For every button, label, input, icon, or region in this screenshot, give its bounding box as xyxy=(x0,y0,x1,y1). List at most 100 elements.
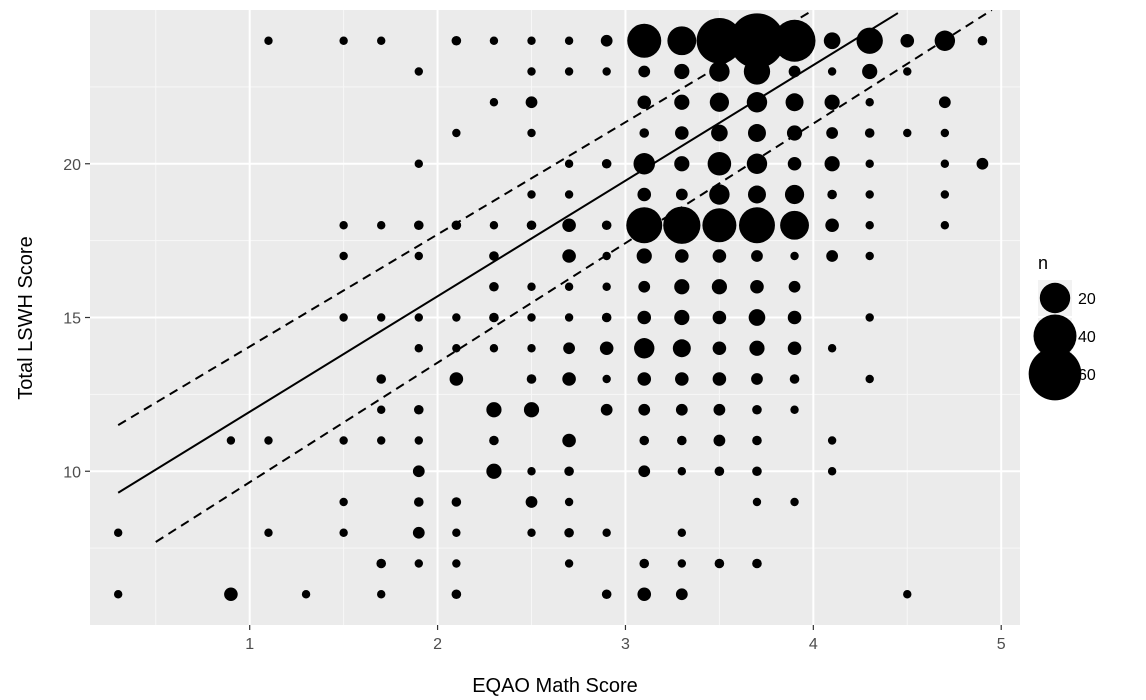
data-point xyxy=(637,587,652,602)
data-point xyxy=(675,249,689,263)
data-point xyxy=(672,339,691,358)
data-point xyxy=(785,93,804,112)
legend-symbol xyxy=(1039,282,1071,314)
data-point xyxy=(562,249,576,263)
data-point xyxy=(780,210,809,240)
data-points xyxy=(113,13,989,602)
data-point xyxy=(729,13,785,69)
fit-line xyxy=(117,12,899,494)
data-point xyxy=(564,190,574,199)
data-point xyxy=(377,436,386,445)
data-point xyxy=(748,309,766,326)
data-point xyxy=(865,251,874,261)
data-point xyxy=(564,313,574,322)
data-point xyxy=(489,251,499,261)
data-point xyxy=(602,528,611,537)
lower-band-line xyxy=(155,10,993,543)
data-point xyxy=(752,466,762,477)
data-point xyxy=(451,497,462,507)
data-point xyxy=(377,221,386,230)
x-axis-ticks: 1 2 3 4 5 xyxy=(245,625,1006,653)
data-point xyxy=(564,282,574,291)
data-point xyxy=(264,436,273,445)
legend-label: 40 xyxy=(1078,329,1096,346)
data-point xyxy=(712,249,727,263)
data-point xyxy=(752,404,762,415)
data-point xyxy=(413,497,424,507)
data-point xyxy=(714,558,725,569)
data-point xyxy=(564,36,574,45)
data-point xyxy=(113,590,123,599)
data-point xyxy=(903,590,912,599)
data-point xyxy=(712,341,727,356)
data-point xyxy=(746,153,768,174)
data-point xyxy=(865,313,874,322)
data-point xyxy=(751,373,763,385)
data-point xyxy=(827,344,837,353)
x-tick-label: 2 xyxy=(433,636,442,653)
data-point xyxy=(865,190,874,199)
data-point xyxy=(339,436,348,445)
data-point xyxy=(634,338,655,359)
data-point xyxy=(339,251,348,261)
data-point xyxy=(489,312,499,323)
data-point xyxy=(414,159,423,168)
data-point xyxy=(527,282,536,291)
data-point xyxy=(633,152,655,175)
data-point xyxy=(827,467,837,476)
data-point xyxy=(738,207,775,244)
data-point xyxy=(452,128,461,138)
data-point xyxy=(489,435,499,446)
data-point xyxy=(414,67,423,76)
data-point xyxy=(743,58,771,85)
data-point xyxy=(451,35,462,46)
data-point xyxy=(674,279,690,295)
data-point xyxy=(752,435,762,446)
data-point xyxy=(752,497,762,507)
data-point xyxy=(564,527,574,538)
data-point xyxy=(707,151,732,176)
data-point xyxy=(677,467,687,476)
y-axis-ticks: 10 15 20 xyxy=(63,157,90,481)
data-point xyxy=(526,220,537,231)
data-point xyxy=(412,526,425,539)
data-point xyxy=(626,207,663,244)
data-point xyxy=(377,590,386,599)
data-point xyxy=(903,128,912,138)
data-point xyxy=(377,313,386,322)
x-tick-label: 4 xyxy=(809,636,818,653)
data-point xyxy=(638,465,651,478)
data-point xyxy=(486,463,502,479)
data-point xyxy=(264,36,273,45)
data-point xyxy=(827,67,837,76)
data-point xyxy=(827,436,837,445)
data-point xyxy=(339,313,348,322)
data-point xyxy=(564,466,574,477)
data-point xyxy=(940,159,950,168)
data-point xyxy=(376,558,387,569)
data-point xyxy=(639,435,650,446)
data-point xyxy=(602,282,611,291)
data-point xyxy=(638,280,651,293)
data-point xyxy=(750,279,764,294)
data-point xyxy=(788,280,801,293)
data-point xyxy=(489,36,499,45)
data-point xyxy=(940,221,950,230)
data-point xyxy=(749,340,765,356)
legend-symbol xyxy=(1033,314,1077,358)
data-point xyxy=(301,590,311,599)
data-point xyxy=(525,96,538,109)
data-point xyxy=(747,185,766,204)
data-point xyxy=(413,404,424,415)
data-point xyxy=(264,528,273,537)
data-point xyxy=(865,374,874,384)
data-point xyxy=(527,528,536,537)
data-point xyxy=(414,344,423,353)
data-point xyxy=(414,251,423,261)
data-point xyxy=(674,156,690,172)
data-point xyxy=(787,156,802,171)
data-point xyxy=(527,67,536,76)
data-point xyxy=(787,341,802,356)
data-point xyxy=(823,32,841,50)
legend-label: 60 xyxy=(1078,367,1096,384)
